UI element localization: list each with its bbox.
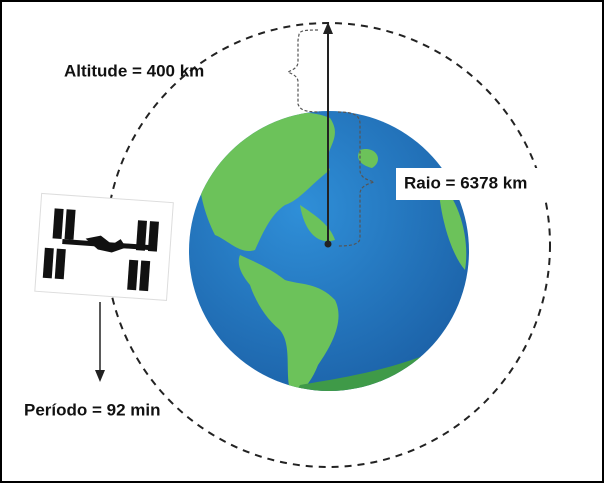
radius-label-bg <box>396 168 602 200</box>
arrow-head <box>95 370 105 382</box>
altitude-brace <box>286 29 321 113</box>
center-dot <box>324 240 332 248</box>
period-label: Período = 92 min <box>24 400 161 419</box>
radius-brace <box>337 111 376 247</box>
iss <box>34 192 174 301</box>
radius-label: Raio = 6378 km <box>404 173 527 192</box>
arrow-head <box>323 22 333 34</box>
altitude-label: Altitude = 400 km <box>64 61 204 80</box>
